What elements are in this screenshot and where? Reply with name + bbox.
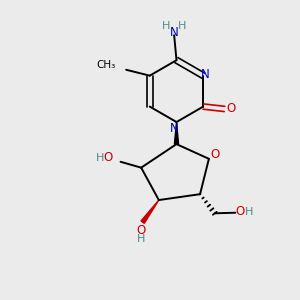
Text: H: H	[137, 234, 145, 244]
Polygon shape	[141, 200, 159, 224]
Text: H: H	[245, 207, 254, 217]
Text: N: N	[201, 68, 209, 81]
Text: H: H	[178, 21, 187, 31]
Polygon shape	[174, 122, 178, 144]
Text: N: N	[170, 26, 178, 39]
Text: H: H	[95, 153, 104, 163]
Text: H: H	[162, 21, 170, 31]
Text: O: O	[211, 148, 220, 161]
Text: O: O	[235, 205, 244, 218]
Text: CH₃: CH₃	[97, 60, 116, 70]
Text: N: N	[170, 122, 178, 135]
Text: O: O	[226, 102, 236, 116]
Text: O: O	[136, 224, 146, 237]
Text: O: O	[103, 152, 112, 164]
